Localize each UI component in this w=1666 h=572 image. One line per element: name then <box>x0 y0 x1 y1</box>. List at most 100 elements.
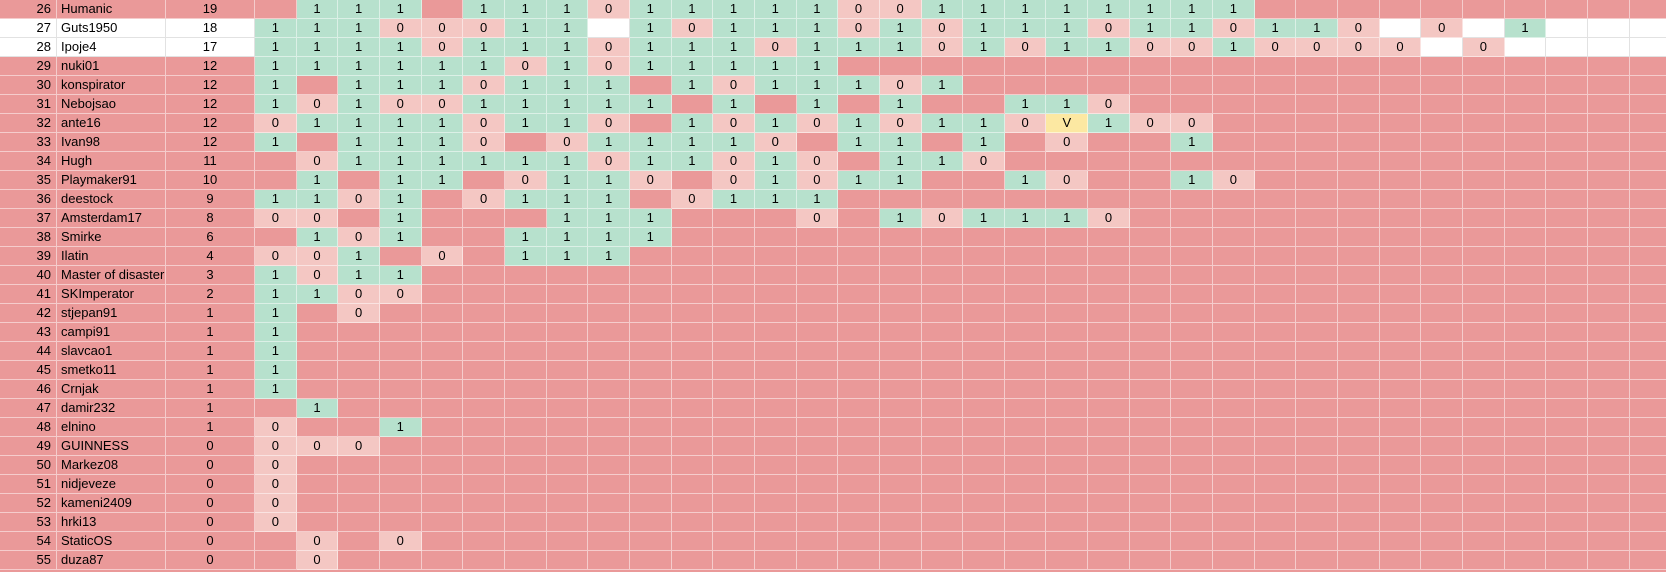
grid-cell[interactable] <box>921 304 964 323</box>
grid-cell[interactable]: 1 <box>421 171 464 190</box>
grid-cell[interactable] <box>1254 171 1297 190</box>
grid-cell[interactable] <box>838 323 880 342</box>
grid-cell[interactable] <box>754 266 797 285</box>
grid-cell[interactable]: 1 <box>296 171 339 190</box>
grid-cell[interactable] <box>1129 171 1172 190</box>
grid-cell[interactable] <box>879 323 922 342</box>
player-name[interactable]: GUINNESS <box>57 437 166 456</box>
grid-cell[interactable] <box>629 190 672 209</box>
grid-cell[interactable]: 1 <box>588 247 630 266</box>
score-cell[interactable]: 2 <box>166 285 255 304</box>
grid-cell[interactable]: 0 <box>588 114 630 133</box>
grid-cell[interactable]: 1 <box>379 209 422 228</box>
player-name[interactable]: Humanic <box>57 0 166 19</box>
grid-cell[interactable] <box>1088 380 1130 399</box>
grid-cell[interactable] <box>1004 247 1047 266</box>
grid-cell[interactable] <box>1171 266 1214 285</box>
grid-cell[interactable] <box>1421 475 1464 494</box>
grid-cell[interactable] <box>1629 228 1666 247</box>
grid-cell[interactable] <box>1421 399 1464 418</box>
grid-cell[interactable] <box>1421 285 1464 304</box>
grid-cell[interactable] <box>1421 418 1464 437</box>
grid-cell[interactable] <box>1338 114 1380 133</box>
grid-cell[interactable]: 0 <box>379 285 422 304</box>
grid-cell[interactable]: 0 <box>255 114 297 133</box>
grid-cell[interactable] <box>1629 399 1666 418</box>
grid-cell[interactable] <box>921 266 964 285</box>
grid-cell[interactable] <box>1421 171 1464 190</box>
grid-cell[interactable] <box>921 380 964 399</box>
grid-cell[interactable] <box>255 532 297 551</box>
grid-cell[interactable]: 1 <box>504 95 547 114</box>
grid-cell[interactable]: 1 <box>546 190 589 209</box>
grid-cell[interactable] <box>546 266 589 285</box>
row-number[interactable]: 47 <box>0 399 57 418</box>
grid-cell[interactable] <box>1421 228 1464 247</box>
grid-cell[interactable] <box>1213 418 1255 437</box>
grid-cell[interactable]: 0 <box>838 0 880 19</box>
grid-cell[interactable] <box>1088 418 1130 437</box>
player-name[interactable]: nuki01 <box>57 57 166 76</box>
grid-cell[interactable] <box>1338 285 1380 304</box>
grid-cell[interactable] <box>1213 114 1255 133</box>
grid-cell[interactable] <box>338 513 380 532</box>
grid-cell[interactable] <box>1463 152 1505 171</box>
grid-cell[interactable] <box>1129 285 1172 304</box>
grid-cell[interactable]: 1 <box>838 114 880 133</box>
grid-cell[interactable] <box>629 437 672 456</box>
grid-cell[interactable]: 0 <box>338 285 380 304</box>
grid-cell[interactable] <box>1629 304 1666 323</box>
grid-cell[interactable] <box>463 380 505 399</box>
grid-cell[interactable] <box>1296 209 1339 228</box>
grid-cell[interactable] <box>713 380 755 399</box>
grid-cell[interactable] <box>1463 114 1505 133</box>
grid-cell[interactable]: 1 <box>546 57 589 76</box>
grid-cell[interactable] <box>1046 76 1089 95</box>
grid-cell[interactable] <box>1213 133 1255 152</box>
grid-cell[interactable] <box>463 399 505 418</box>
grid-cell[interactable]: 0 <box>421 247 464 266</box>
score-cell[interactable]: 8 <box>166 209 255 228</box>
grid-cell[interactable]: 1 <box>338 76 380 95</box>
grid-cell[interactable] <box>1421 532 1464 551</box>
grid-cell[interactable] <box>1088 266 1130 285</box>
grid-cell[interactable] <box>1338 304 1380 323</box>
grid-cell[interactable] <box>1004 133 1047 152</box>
grid-cell[interactable] <box>1171 152 1214 171</box>
grid-cell[interactable] <box>1338 380 1380 399</box>
grid-cell[interactable] <box>879 475 922 494</box>
grid-cell[interactable]: 0 <box>296 209 339 228</box>
grid-cell[interactable] <box>754 551 797 570</box>
row-number[interactable]: 28 <box>0 38 57 57</box>
grid-cell[interactable] <box>1588 494 1630 513</box>
grid-cell[interactable] <box>504 209 547 228</box>
grid-cell[interactable]: 1 <box>379 114 422 133</box>
grid-cell[interactable] <box>1588 95 1630 114</box>
grid-cell[interactable] <box>1546 76 1588 95</box>
grid-cell[interactable] <box>1296 437 1339 456</box>
grid-cell[interactable] <box>838 57 880 76</box>
grid-cell[interactable]: 1 <box>255 38 297 57</box>
grid-cell[interactable] <box>671 494 714 513</box>
grid-cell[interactable] <box>1088 494 1130 513</box>
grid-cell[interactable] <box>921 171 964 190</box>
player-name[interactable]: Master of disaster <box>57 266 166 285</box>
grid-cell[interactable] <box>546 399 589 418</box>
grid-cell[interactable]: 1 <box>838 133 880 152</box>
grid-cell[interactable] <box>1421 266 1464 285</box>
grid-cell[interactable]: 0 <box>379 95 422 114</box>
grid-cell[interactable]: 1 <box>546 0 589 19</box>
grid-cell[interactable]: 1 <box>754 152 797 171</box>
player-name[interactable]: konspirator <box>57 76 166 95</box>
grid-cell[interactable] <box>1629 342 1666 361</box>
row-number[interactable]: 42 <box>0 304 57 323</box>
grid-cell[interactable] <box>671 209 714 228</box>
grid-cell[interactable] <box>296 76 339 95</box>
grid-cell[interactable] <box>838 532 880 551</box>
grid-cell[interactable] <box>963 95 1005 114</box>
grid-cell[interactable] <box>838 266 880 285</box>
grid-cell[interactable]: 0 <box>1088 95 1130 114</box>
grid-cell[interactable]: 1 <box>754 57 797 76</box>
grid-cell[interactable] <box>1588 171 1630 190</box>
grid-cell[interactable] <box>1504 247 1547 266</box>
